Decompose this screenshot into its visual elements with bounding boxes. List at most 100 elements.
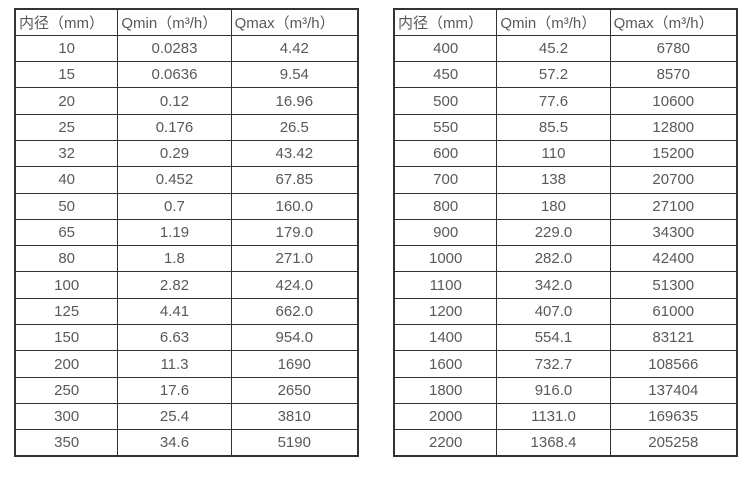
table-row: 250 17.6 2650 [14,376,359,404]
table-cell: 6.63 [117,324,232,352]
column-header: Qmin（m³/h） [117,8,232,36]
table-cell: 12800 [609,113,738,141]
table-row: 200 11.3 1690 [14,350,359,378]
table-row: 1600 732.7 108566 [393,350,738,378]
table-row: 100 2.82 424.0 [14,271,359,299]
table-cell: 138 [496,166,611,194]
table-cell: 10600 [609,87,738,115]
table-cell: 108566 [609,350,738,378]
table-cell: 424.0 [230,271,359,299]
table-cell: 400 [393,34,498,63]
table-cell: 700 [393,166,498,194]
table-cell: 954.0 [230,324,359,352]
table-cell: 137404 [609,376,738,404]
table-cell: 11.3 [117,350,232,378]
table-cell: 500 [393,87,498,115]
table-cell: 125 [14,297,119,326]
table-cell: 15 [14,61,119,89]
table-cell: 43.42 [230,139,359,168]
column-header: Qmax（m³/h） [609,8,738,36]
table-cell: 300 [14,402,119,431]
table-row: 550 85.5 12800 [393,113,738,141]
table-cell: 282.0 [496,245,611,273]
table-cell: 1.19 [117,218,232,247]
column-header: Qmax（m³/h） [230,8,359,36]
table-cell: 61000 [609,297,738,326]
table-cell: 42400 [609,245,738,273]
table-cell: 550 [393,113,498,141]
table-cell: 85.5 [496,113,611,141]
table-row: 700 138 20700 [393,166,738,194]
table-row: 1000 282.0 42400 [393,245,738,273]
table-cell: 25 [14,113,119,141]
table-cell: 10 [14,34,119,63]
table-header-row: 内径（mm） Qmin（m³/h） Qmax（m³/h） [14,8,359,36]
table-row: 900 229.0 34300 [393,218,738,247]
table-row: 25 0.176 26.5 [14,113,359,141]
table-row: 32 0.29 43.42 [14,139,359,168]
table-cell: 8570 [609,61,738,89]
table-cell: 4.42 [230,34,359,63]
table-cell: 200 [14,350,119,378]
table-cell: 20 [14,87,119,115]
table-row: 1200 407.0 61000 [393,297,738,326]
table-cell: 250 [14,376,119,404]
table-row: 450 57.2 8570 [393,61,738,89]
table-cell: 1800 [393,376,498,404]
table-row: 500 77.6 10600 [393,87,738,115]
table-cell: 2000 [393,402,498,431]
table-cell: 0.29 [117,139,232,168]
table-cell: 1368.4 [496,429,611,457]
table-cell: 407.0 [496,297,611,326]
table-row: 80 1.8 271.0 [14,245,359,273]
table-cell: 4.41 [117,297,232,326]
table-row: 50 0.7 160.0 [14,192,359,220]
table-cell: 0.7 [117,192,232,220]
table-cell: 34300 [609,218,738,247]
table-cell: 0.0283 [117,34,232,63]
table-row: 600 110 15200 [393,139,738,168]
table-cell: 3810 [230,402,359,431]
table-cell: 1400 [393,324,498,352]
table-cell: 900 [393,218,498,247]
table-row: 1800 916.0 137404 [393,376,738,404]
table-cell: 34.6 [117,429,232,457]
table-cell: 179.0 [230,218,359,247]
table-cell: 600 [393,139,498,168]
table-cell: 1600 [393,350,498,378]
table-cell: 110 [496,139,611,168]
table-row: 2000 1131.0 169635 [393,402,738,431]
table-row: 20 0.12 16.96 [14,87,359,115]
table-row: 300 25.4 3810 [14,402,359,431]
table-cell: 732.7 [496,350,611,378]
table-cell: 271.0 [230,245,359,273]
table-row: 15 0.0636 9.54 [14,61,359,89]
table-cell: 1000 [393,245,498,273]
table-cell: 205258 [609,429,738,457]
table-cell: 77.6 [496,87,611,115]
table-cell: 25.4 [117,402,232,431]
table-cell: 50 [14,192,119,220]
table-cell: 2650 [230,376,359,404]
table-cell: 2200 [393,429,498,457]
table-cell: 27100 [609,192,738,220]
table-cell: 6780 [609,34,738,63]
table-cell: 5190 [230,429,359,457]
table-cell: 800 [393,192,498,220]
table-cell: 350 [14,429,119,457]
table-cell: 17.6 [117,376,232,404]
table-cell: 342.0 [496,271,611,299]
table-cell: 0.452 [117,166,232,194]
table-cell: 100 [14,271,119,299]
table-row: 1400 554.1 83121 [393,324,738,352]
table-cell: 40 [14,166,119,194]
table-cell: 67.85 [230,166,359,194]
table-cell: 150 [14,324,119,352]
table-cell: 1100 [393,271,498,299]
table-row: 1100 342.0 51300 [393,271,738,299]
table-cell: 26.5 [230,113,359,141]
table-row: 400 45.2 6780 [393,34,738,63]
table-cell: 180 [496,192,611,220]
table-row: 800 180 27100 [393,192,738,220]
table-cell: 2.82 [117,271,232,299]
